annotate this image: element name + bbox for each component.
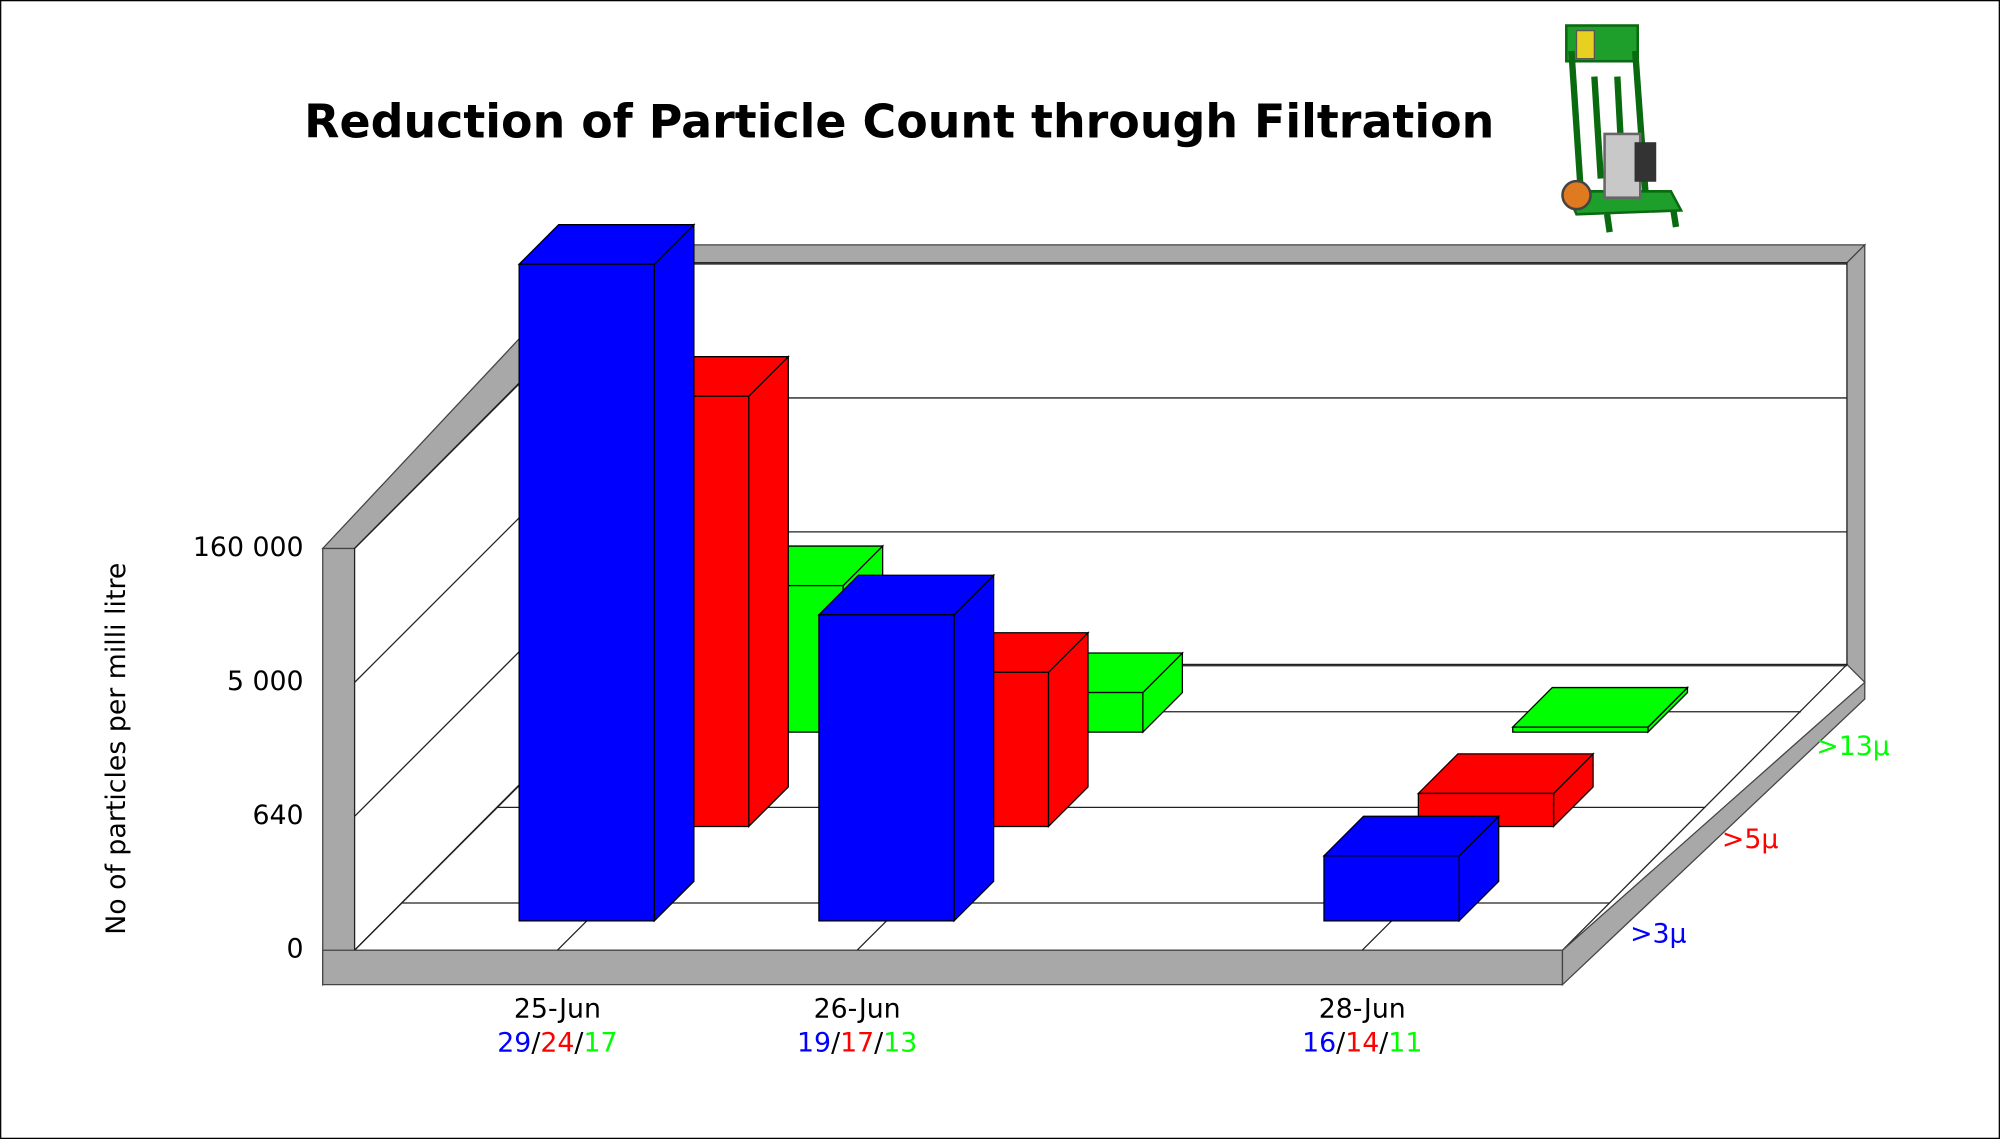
iso-code: 14 <box>1345 1027 1379 1058</box>
bar <box>1511 686 1690 734</box>
back-wall-edge <box>1846 243 1866 684</box>
bar-side <box>653 223 695 923</box>
x-tick-label: 28-Jun <box>1319 994 1406 1025</box>
code-separator: / <box>574 1027 584 1058</box>
bar <box>817 573 996 923</box>
category-tick <box>556 920 588 951</box>
chart-title: Reduction of Particle Count through Filt… <box>304 94 1494 148</box>
code-label: 16/14/11 <box>1302 1027 1422 1058</box>
y-tick-label: 640 <box>252 800 303 831</box>
code-separator: / <box>1336 1027 1346 1058</box>
y-tick-label: 0 <box>287 934 304 965</box>
bar-front <box>1512 726 1649 733</box>
floor-front <box>322 949 1564 986</box>
y-axis-label: No of particles per milli litre <box>101 563 132 935</box>
iso-code: 17 <box>583 1027 617 1058</box>
code-separator: / <box>831 1027 841 1058</box>
series-label: >3μ <box>1630 918 1687 949</box>
iso-code: 19 <box>797 1027 831 1058</box>
category-tick <box>1361 920 1393 951</box>
bar-front <box>818 614 955 922</box>
bar-front <box>1323 855 1460 922</box>
filter-cart-image <box>1561 24 1684 233</box>
bar-side <box>748 355 789 829</box>
x-tick-label: 26-Jun <box>814 994 901 1025</box>
bar <box>1322 814 1501 923</box>
x-tick-label: 25-Jun <box>514 994 601 1025</box>
floor-side <box>1561 680 1866 987</box>
y-tick-label: 160 000 <box>193 532 304 563</box>
code-separator: / <box>1379 1027 1389 1058</box>
iso-code: 24 <box>540 1027 574 1058</box>
bar <box>1416 752 1595 829</box>
iso-code: 17 <box>840 1027 874 1058</box>
series-label: >5μ <box>1722 824 1779 855</box>
iso-code: 11 <box>1388 1027 1422 1058</box>
code-separator: / <box>874 1027 884 1058</box>
series-label: >13μ <box>1816 731 1890 762</box>
back-wall-top <box>604 244 1867 264</box>
chart-box <box>321 243 1867 987</box>
bar <box>517 223 696 923</box>
category-tick <box>856 920 887 951</box>
y-tick-label: 5 000 <box>227 666 304 697</box>
code-label: 29/24/17 <box>497 1027 617 1058</box>
iso-code: 13 <box>883 1027 917 1058</box>
code-label: 19/17/13 <box>797 1027 917 1058</box>
iso-code: 29 <box>497 1027 531 1058</box>
bar-front <box>518 263 655 922</box>
iso-code: 16 <box>1302 1027 1336 1058</box>
code-separator: / <box>531 1027 541 1058</box>
left-wall-edge <box>322 547 356 987</box>
bar-side <box>953 573 995 923</box>
marks <box>354 223 1847 951</box>
